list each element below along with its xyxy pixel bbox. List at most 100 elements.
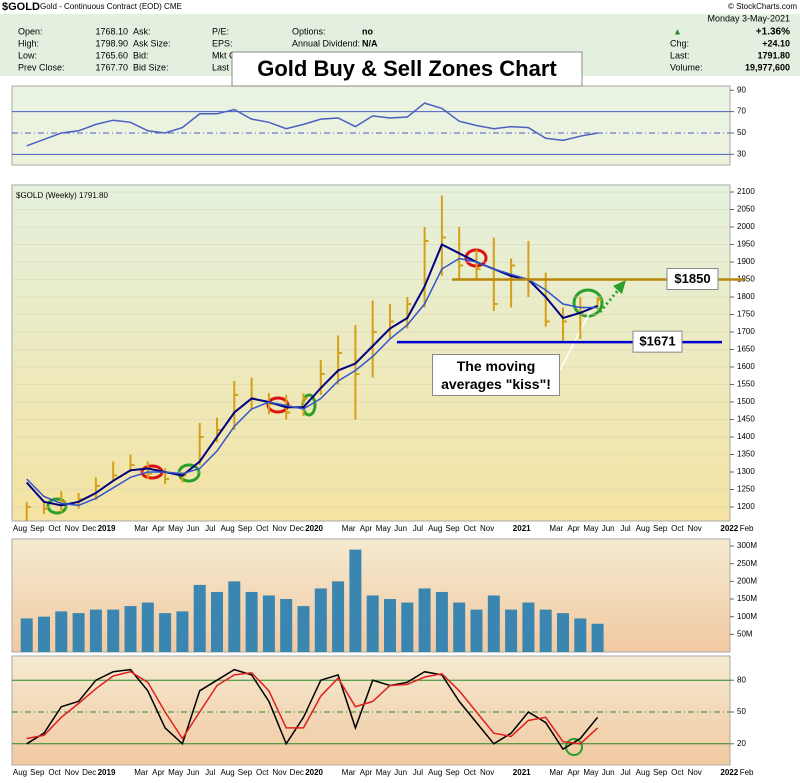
x-tick-label: Nov [480, 524, 494, 533]
y-tick-label: 2000 [737, 222, 755, 231]
x-tick-label: 2019 [98, 524, 116, 533]
arrow-head [613, 280, 626, 294]
volume-bar [401, 602, 414, 652]
x-tick-label: Aug [636, 768, 650, 777]
x-tick-label: Sep [653, 524, 668, 533]
x-tick-label: Sep [653, 768, 668, 777]
level-box [666, 268, 719, 290]
date: Monday 3-May-2021 [707, 13, 790, 23]
x-tick-label: May [168, 768, 183, 777]
symbol: $GOLD [2, 1, 40, 13]
level-label: $1850 [674, 271, 710, 286]
x-tick-label: 2022 [720, 768, 738, 777]
x-tick-label: Aug [220, 524, 234, 533]
quote-value: 1767.70 [95, 62, 128, 72]
y-tick-label: 150M [737, 594, 757, 603]
x-tick-label: Apr [360, 768, 373, 777]
volume-bar [435, 591, 448, 652]
x-tick-label: Sep [238, 524, 253, 533]
volume-bar [522, 602, 535, 652]
x-tick-label: Dec [82, 524, 96, 533]
volume-bar [72, 613, 85, 652]
x-tick-label: Nov [688, 768, 702, 777]
volume-bar [505, 609, 518, 652]
x-tick-label: Jul [205, 768, 215, 777]
x-tick-label: Nov [688, 524, 702, 533]
x-tick-label: Sep [445, 768, 460, 777]
quote-value: 1791.80 [757, 50, 790, 60]
x-tick-label: Aug [220, 768, 234, 777]
indicator-line [26, 670, 599, 745]
quote-value: +24.10 [762, 38, 790, 48]
moving-average [25, 243, 598, 507]
x-tick-label: Oct [671, 524, 684, 533]
x-tick-label: Jun [602, 524, 615, 533]
callout: The moving averages "kiss"! [432, 354, 560, 396]
quote-label: Open: [18, 26, 43, 36]
x-tick-label: May [376, 768, 391, 777]
quote-label: Annual Dividend: [292, 38, 360, 48]
quote-label: Last: [670, 50, 690, 60]
x-tick-label: Oct [671, 768, 684, 777]
x-tick-label: Jun [394, 768, 407, 777]
y-tick-label: 1800 [737, 292, 755, 301]
volume-bar [297, 606, 310, 652]
x-tick-label: Aug [636, 524, 650, 533]
y-tick-label: 1250 [737, 485, 755, 494]
volume-bar [418, 588, 431, 652]
y-tick-label: 1400 [737, 432, 755, 441]
quote-label: Chg: [670, 38, 689, 48]
x-tick-label: Mar [134, 768, 148, 777]
change-arrow: ▲ [673, 26, 682, 36]
x-tick-label: 2020 [305, 768, 323, 777]
y-tick-label: 90 [737, 85, 746, 94]
x-tick-label: 2022 [720, 524, 738, 533]
volume-bar [245, 591, 258, 652]
volume-bar [349, 549, 362, 652]
x-tick-label: Jul [413, 768, 423, 777]
volume-bar [332, 581, 345, 652]
x-tick-label: Jul [205, 524, 215, 533]
volume-bar [107, 609, 120, 652]
x-tick-label: Apr [567, 768, 580, 777]
x-tick-label: Sep [445, 524, 460, 533]
x-tick-label: Aug [428, 524, 442, 533]
x-tick-label: Oct [256, 768, 269, 777]
description: Gold - Continuous Contract (EOD) CME [40, 2, 182, 11]
quote-label: EPS: [212, 38, 233, 48]
x-tick-label: 2021 [513, 524, 531, 533]
quote-label: Ask Size: [133, 38, 171, 48]
x-tick-label: Aug [13, 768, 27, 777]
quote-label: Options: [292, 26, 326, 36]
x-tick-label: Jul [620, 768, 630, 777]
volume-bar [211, 591, 223, 652]
x-tick-label: May [583, 768, 598, 777]
indicator-line [26, 102, 598, 147]
x-tick-label: Apr [152, 524, 165, 533]
volume-bar [193, 584, 206, 652]
x-tick-label: Feb [740, 768, 754, 777]
quote-value: no [362, 26, 373, 36]
x-tick-label: Feb [740, 524, 754, 533]
x-tick-label: May [583, 524, 598, 533]
x-tick-label: Jun [187, 524, 200, 533]
x-tick-label: Mar [342, 524, 356, 533]
quote-label: Low: [18, 50, 37, 60]
stoch-panel [11, 655, 731, 766]
x-tick-label: Nov [65, 768, 79, 777]
y-tick-label: 1950 [737, 240, 755, 249]
x-tick-label: Oct [464, 524, 477, 533]
y-tick-label: 1650 [737, 345, 755, 354]
x-tick-label: Oct [464, 768, 477, 777]
volume-bar [141, 602, 154, 652]
quote-value: 1765.60 [95, 50, 128, 60]
y-tick-label: 50M [737, 629, 753, 638]
volume-bar [89, 609, 102, 652]
x-tick-label: Mar [134, 524, 148, 533]
volume-bar [176, 611, 189, 652]
price-panel [11, 184, 731, 522]
x-tick-label: Nov [272, 768, 286, 777]
x-tick-label: May [168, 524, 183, 533]
